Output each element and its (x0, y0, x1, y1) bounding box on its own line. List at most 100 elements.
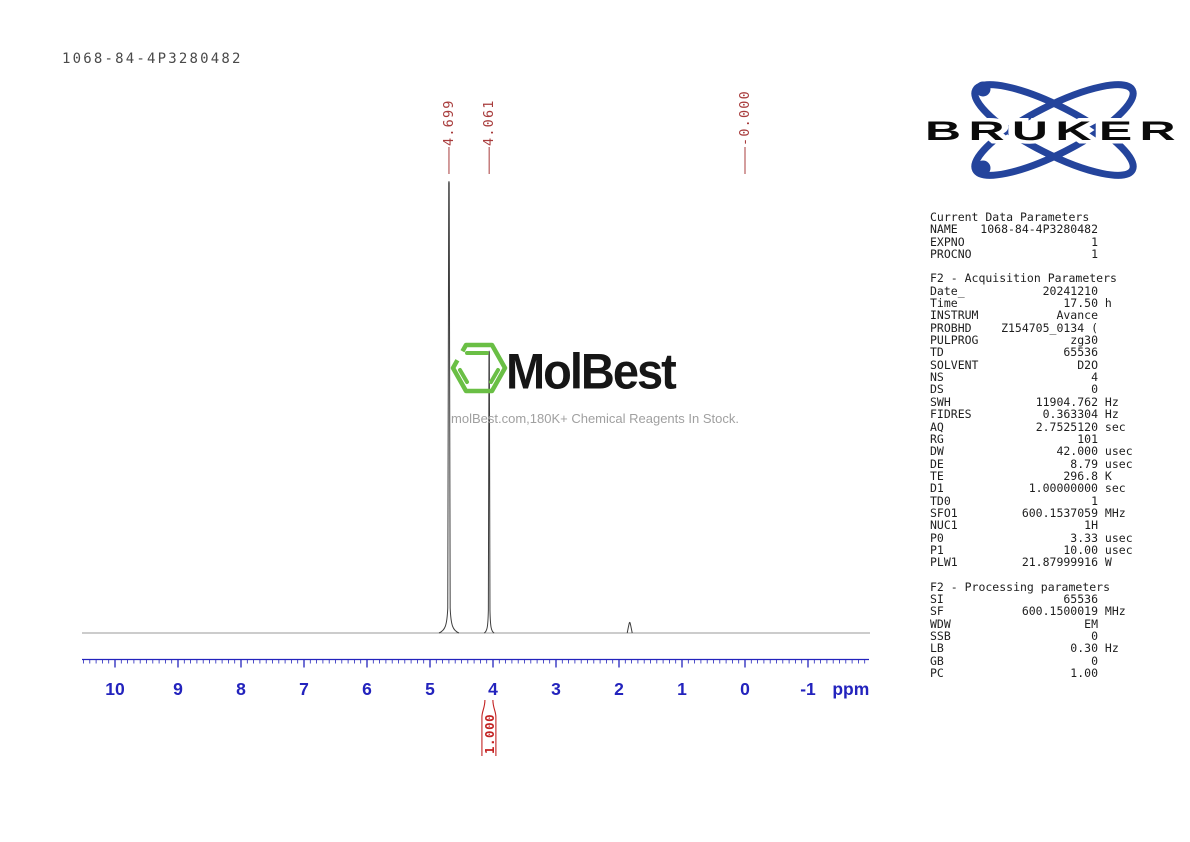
axis-tick-label: 2 (614, 679, 624, 699)
parameter-value: 20241210 (1042, 283, 1098, 298)
parameter-unit: W (1098, 555, 1112, 570)
axis-tick-label: 1 (677, 679, 687, 699)
parameter-unit: usec (1098, 530, 1133, 545)
axis-tick-label: -1 (800, 679, 816, 699)
parameter-unit: h (1098, 296, 1112, 311)
parameter-name: FIDRES (930, 407, 972, 422)
parameter-value: D2O (1077, 357, 1098, 372)
parameter-unit (1098, 309, 1136, 321)
parameter-unit (1098, 223, 1136, 235)
parameter-row: PROCNO 1 (930, 247, 1136, 262)
axis-tick-label: 6 (362, 679, 372, 699)
parameter-value: 600.1500019 (1021, 604, 1098, 619)
parameter-unit: usec (1098, 542, 1133, 557)
axis-tick-label: 7 (299, 679, 309, 699)
parameter-name: LB (930, 641, 944, 656)
parameter-row: DW 42.000 usec (930, 444, 1136, 459)
parameter-value: 600.1537059 (1021, 505, 1098, 520)
parameter-value: 0 (1091, 382, 1098, 397)
parameter-value: 296.8 (1063, 468, 1098, 483)
parameter-row: P0 3.33 usec (930, 530, 1136, 545)
parameter-unit: sec (1098, 419, 1126, 434)
parameter-name: P1 (930, 542, 944, 557)
parameter-name: DW (930, 444, 944, 459)
parameter-value: 1H (1084, 518, 1098, 533)
parameter-unit (1098, 236, 1136, 248)
parameter-value: 0 (1091, 629, 1098, 643)
parameter-value: 2.7525120 (1035, 419, 1098, 434)
parameter-value: 11904.762 (1035, 394, 1098, 409)
bruker-wordmark: BRUKER (925, 116, 1183, 146)
parameter-row: WDW EM (930, 616, 1136, 631)
parameter-row: TD0 1 (930, 493, 1136, 508)
parameter-row: SSB 0 (930, 629, 1136, 643)
parameter-name: RG (930, 431, 944, 446)
parameter-value: 0 (1091, 653, 1098, 668)
parameter-value: 101 (1077, 431, 1098, 446)
axis-tick-label: 10 (105, 679, 125, 699)
parameter-name: SI (930, 591, 944, 606)
parameters-panel: Current Data Parameters NAME 1068-84-4P328… (930, 211, 1136, 691)
parameter-row: PC 1.00 (930, 666, 1136, 681)
parameter-row: NUC1 1H (930, 518, 1136, 533)
parameter-value: 8.79 (1070, 456, 1098, 471)
parameter-name: TD (930, 345, 944, 360)
parameter-name: SOLVENT (930, 357, 979, 372)
parameter-name: WDW (930, 616, 951, 631)
parameter-name: SSB (930, 629, 951, 643)
parameter-value: 1 (1091, 247, 1098, 262)
parameter-unit (1098, 334, 1136, 346)
parameter-name: PLW1 (930, 555, 958, 570)
parameter-section-header: Current Data Parameters (930, 210, 1090, 224)
parameter-name: PROCNO (930, 247, 972, 262)
parameter-name: INSTRUM (930, 308, 979, 323)
parameter-row: GB 0 (930, 653, 1136, 668)
page-title: 1068-84-4P3280482 (62, 51, 243, 67)
parameter-name: DE (930, 456, 944, 471)
parameter-section: F2 - Processing parameters SI 65536 SF 600.1… (930, 579, 1136, 681)
parameter-name: D1 (930, 481, 944, 496)
parameter-value: 1.00 (1070, 666, 1098, 681)
axis-tick-label: 5 (425, 679, 435, 699)
parameter-name: PC (930, 666, 944, 681)
parameter-unit: MHz (1098, 604, 1126, 619)
parameter-unit: sec (1098, 481, 1126, 496)
parameter-row: DE 8.79 usec (930, 456, 1136, 471)
parameter-value: zg30 (1070, 333, 1098, 348)
bruker-orbits-icon (971, 81, 1137, 179)
parameter-value: 3.33 (1070, 530, 1098, 545)
parameter-value: Z154705_0134 ( (1001, 320, 1098, 335)
parameter-name: DS (930, 382, 944, 397)
parameter-value: 42.000 (1056, 444, 1098, 459)
parameter-row: NAME 1068-84-4P3280482 (930, 222, 1136, 237)
parameter-value: 4 (1091, 370, 1098, 385)
parameter-value: 17.50 (1063, 296, 1098, 311)
parameter-unit (1098, 519, 1136, 531)
parameter-row: INSTRUM Avance (930, 308, 1136, 323)
integral-bracket (481, 699, 497, 756)
molbest-hexagon-icon (450, 342, 508, 394)
parameter-section: F2 - Acquisition Parameters Date_ 20241210… (930, 272, 1136, 570)
parameter-section-header: F2 - Processing parameters (930, 579, 1111, 594)
parameter-name: GB (930, 653, 944, 668)
axis-tick-label: 9 (173, 679, 183, 699)
bruker-logo: BRUKER (922, 81, 1183, 179)
parameter-row: SF 600.1500019 MHz (930, 604, 1136, 619)
parameter-row: Date_ 20241210 (930, 283, 1136, 298)
parameter-unit (1098, 618, 1136, 630)
parameter-value: 65536 (1063, 345, 1098, 360)
parameter-row: RG 101 (930, 431, 1136, 446)
parameter-name: TE (930, 468, 944, 483)
parameter-unit (1098, 383, 1136, 395)
parameter-unit (1098, 248, 1136, 260)
parameter-row: SOLVENT D2O (930, 357, 1136, 372)
parameter-name: P0 (930, 530, 944, 545)
parameter-value: 1 (1091, 234, 1098, 249)
parameter-row: TE 296.8 K (930, 468, 1136, 483)
parameter-value: 1068-84-4P3280482 (980, 222, 1098, 237)
parameter-value: 65536 (1063, 591, 1098, 606)
parameter-name: NS (930, 370, 944, 385)
parameter-row: P1 10.00 usec (930, 542, 1136, 557)
parameter-name: TD0 (930, 493, 951, 508)
